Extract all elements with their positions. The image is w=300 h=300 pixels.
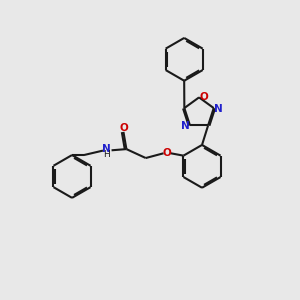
- Text: O: O: [163, 148, 172, 158]
- Text: N: N: [181, 121, 189, 131]
- Text: H: H: [103, 150, 110, 159]
- Text: N: N: [102, 143, 111, 154]
- Text: O: O: [119, 123, 128, 133]
- Text: N: N: [214, 104, 223, 114]
- Text: O: O: [200, 92, 208, 101]
